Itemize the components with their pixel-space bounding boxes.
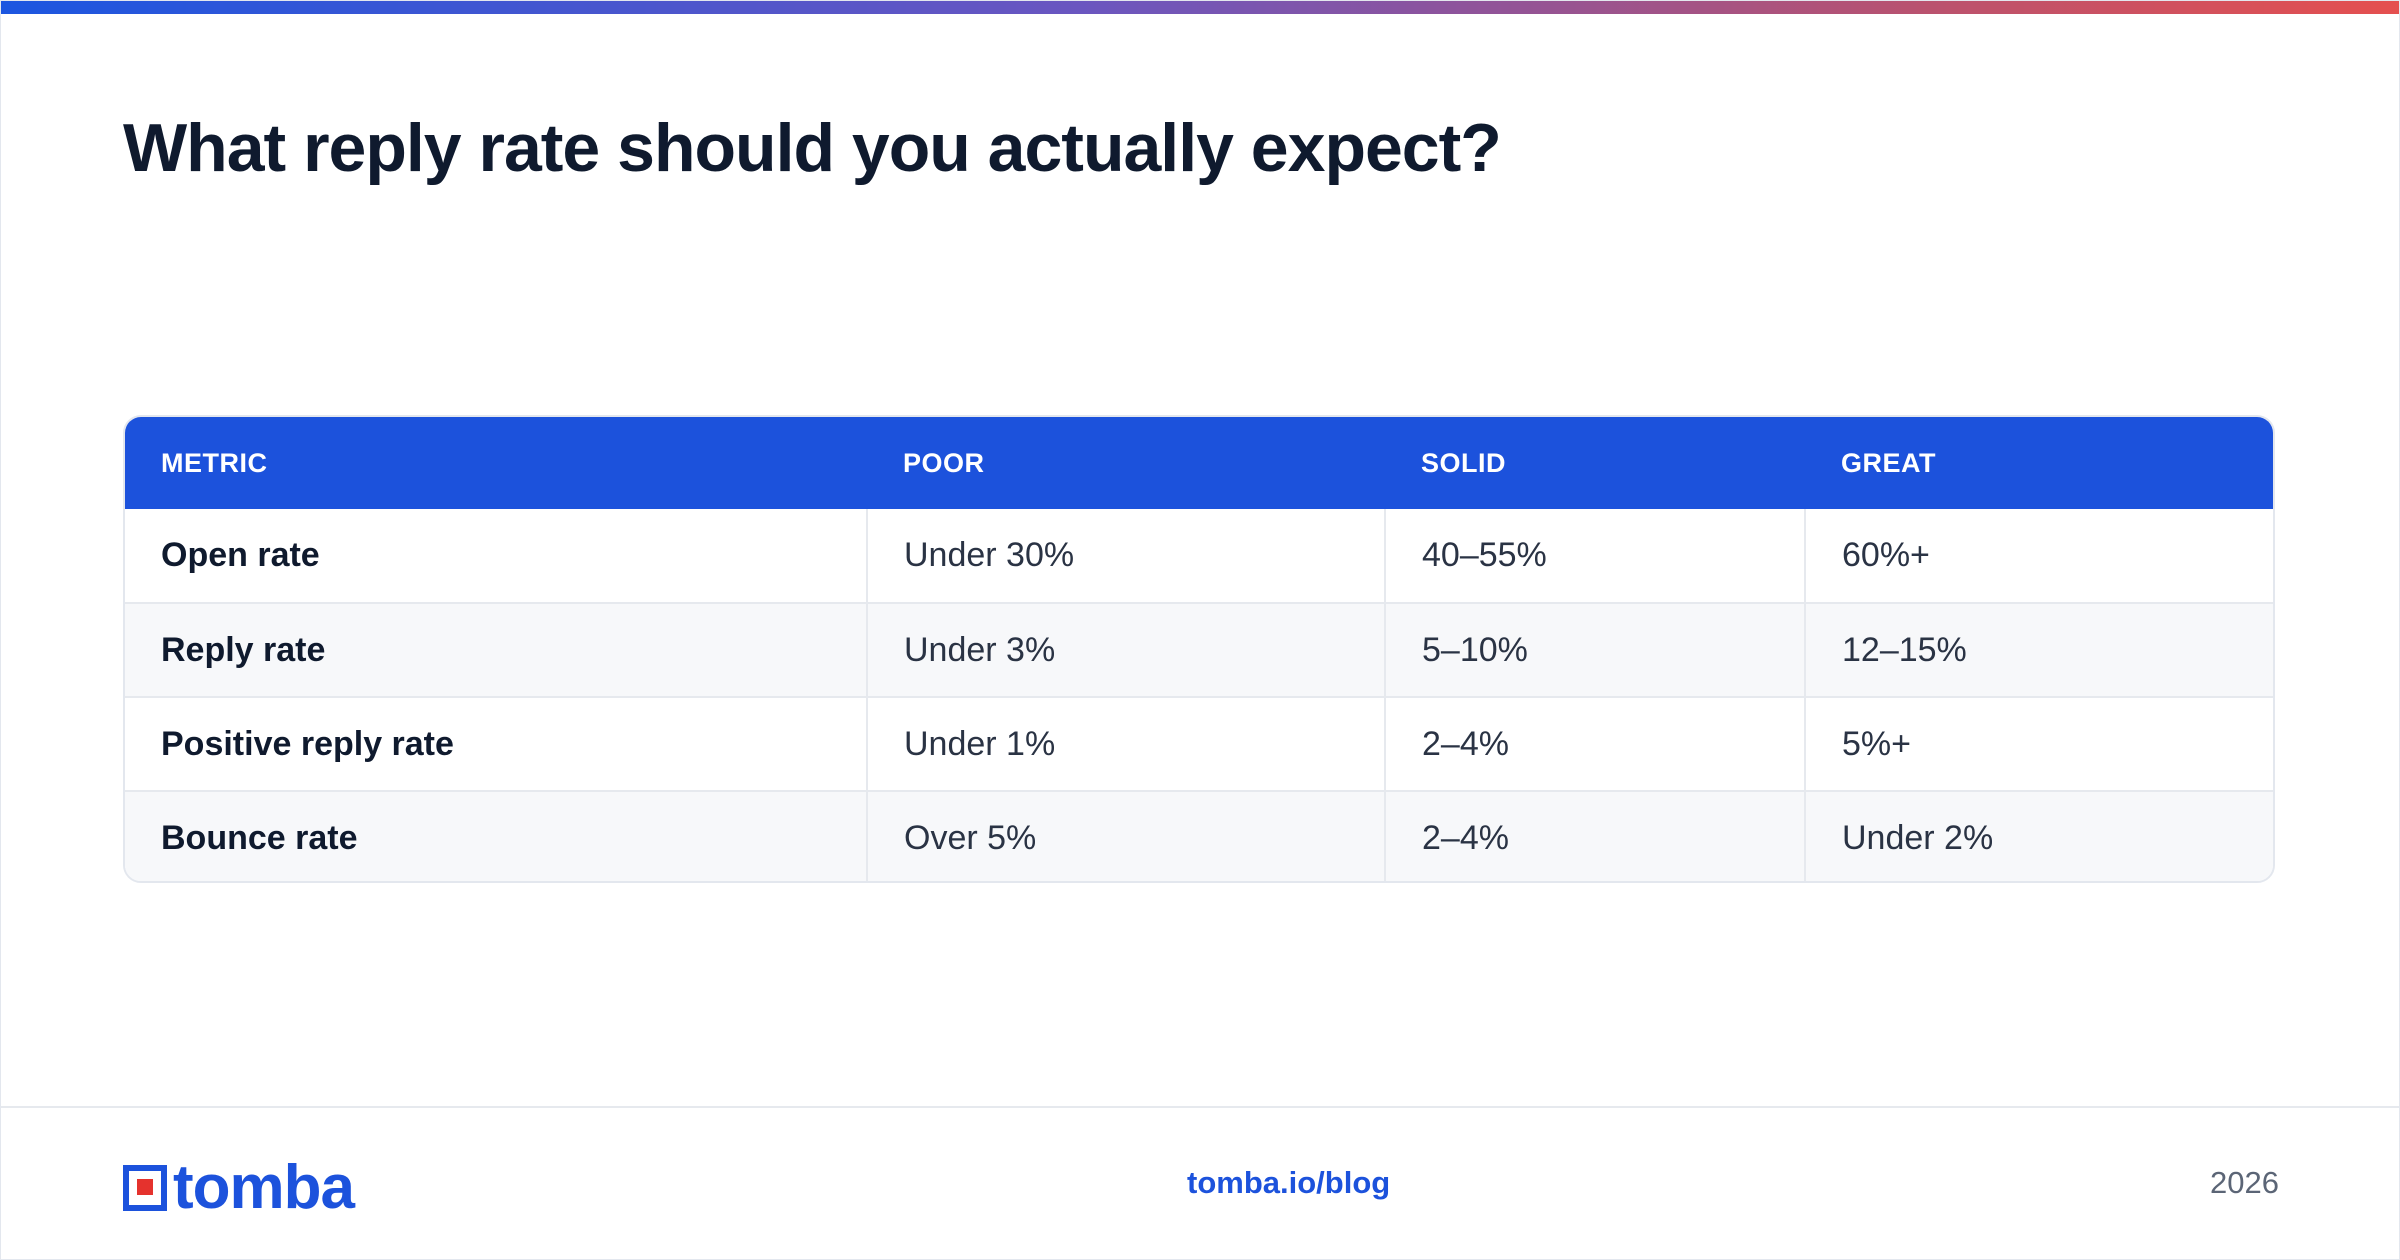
table-row: Bounce rate Over 5% 2–4% Under 2% xyxy=(125,790,2273,881)
table-header-row: METRIC POOR SOLID GREAT xyxy=(125,417,2273,509)
table-row: Reply rate Under 3% 5–10% 12–15% xyxy=(125,602,2273,697)
tomba-logo[interactable]: tomba xyxy=(123,1153,355,1222)
solid-cell: 5–10% xyxy=(1384,602,1805,697)
header-great: GREAT xyxy=(1841,447,1936,478)
solid-cell: 2–4% xyxy=(1384,696,1805,791)
poor-cell: Under 3% xyxy=(866,602,1385,697)
great-cell: 12–15% xyxy=(1804,602,2273,697)
footer-divider xyxy=(1,1106,2399,1108)
header-metric: METRIC xyxy=(161,447,268,478)
logo-wordmark: tomba xyxy=(173,1153,355,1222)
page-title: What reply rate should you actually expe… xyxy=(123,110,1502,186)
header-poor: POOR xyxy=(903,447,985,478)
poor-cell: Under 1% xyxy=(866,696,1385,791)
logo-mark-icon xyxy=(123,1165,167,1211)
poor-cell: Over 5% xyxy=(866,790,1385,881)
great-cell: 60%+ xyxy=(1804,509,2273,603)
solid-cell: 2–4% xyxy=(1384,790,1805,881)
metric-cell: Bounce rate xyxy=(125,790,867,881)
metric-cell: Open rate xyxy=(161,536,320,574)
poor-cell: Under 30% xyxy=(866,509,1385,603)
metric-cell: Positive reply rate xyxy=(125,696,867,791)
table-row: Positive reply rate Under 1% 2–4% 5%+ xyxy=(125,696,2273,791)
great-cell: 5%+ xyxy=(1804,696,2273,791)
metric-cell: Reply rate xyxy=(125,602,867,697)
table-row: Open rate Under 30% 40–55% 60%+ xyxy=(125,509,2273,603)
benchmark-table: METRIC POOR SOLID GREAT Open rate Under … xyxy=(123,415,2275,883)
solid-cell: 40–55% xyxy=(1384,509,1805,603)
footer-year: 2026 xyxy=(2210,1165,2279,1200)
gradient-top-bar xyxy=(1,1,2399,14)
great-cell: Under 2% xyxy=(1804,790,2273,881)
blog-link[interactable]: tomba.io/blog xyxy=(1187,1165,1391,1200)
header-solid: SOLID xyxy=(1421,447,1507,478)
